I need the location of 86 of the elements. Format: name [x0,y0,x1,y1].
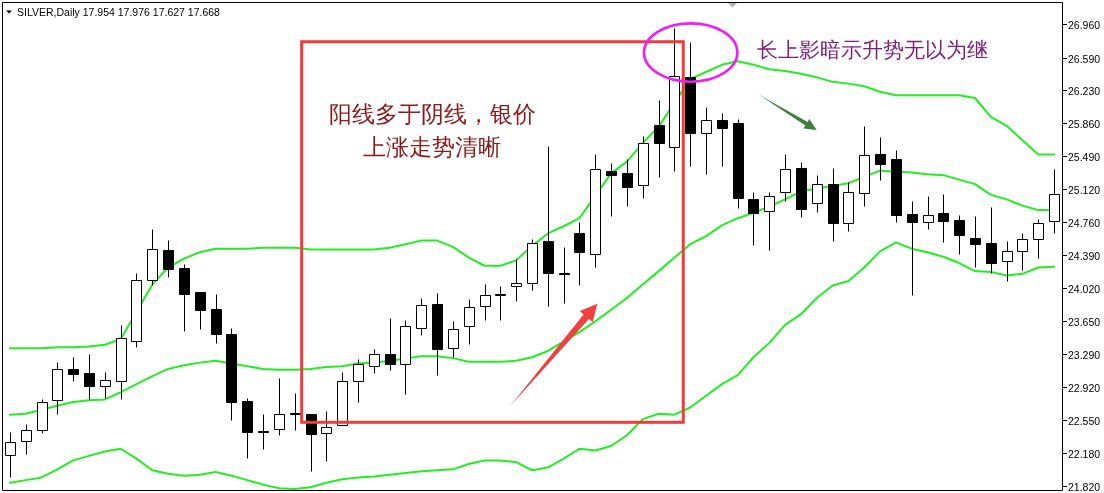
y-tick-label: 22.550 [1068,414,1101,427]
candlestick [179,264,190,332]
candlestick [843,182,854,232]
candlestick [242,398,253,459]
candlestick [353,359,364,403]
y-tick-label: 22.920 [1068,381,1101,394]
candlestick [828,168,839,242]
candlestick [84,354,95,400]
candlestick [891,150,902,223]
y-tick-label: 24.390 [1068,249,1101,262]
candlestick [385,318,396,371]
candlestick [764,192,775,251]
candlestick [622,159,633,207]
candlestick [527,239,538,291]
chart-title: SILVER,Daily 17.954 17.976 17.627 17.668 [17,6,221,18]
candlestick [748,192,759,246]
candlestick [669,28,680,172]
y-tick-label: 26.230 [1068,84,1101,97]
candlestick [337,372,348,426]
candlestick [1017,233,1028,271]
candlestick [938,194,949,243]
candlestick [464,299,475,345]
candlestick [163,240,174,278]
candlestick [859,126,870,207]
candlestick [717,113,728,167]
candlestick [131,273,142,348]
candlestick [574,222,585,286]
y-tick-label: 23.290 [1068,348,1101,361]
candlestick [226,328,237,421]
candlestick [923,196,934,230]
candlestick [400,320,411,395]
y-tick-label: 24.760 [1068,216,1101,229]
candlestick [1049,169,1060,234]
candlestick [780,154,791,202]
candlestick [559,247,570,304]
candlestick [290,393,301,431]
candlestick [812,175,823,213]
candlestick [606,163,617,217]
candlestick [100,372,111,399]
candlestick [1033,219,1044,259]
line-series [8,60,1056,350]
candlestick [1002,241,1013,282]
candlestick [369,349,380,374]
candlestick [907,201,918,296]
candlestick [495,286,506,321]
y-tick-label: 25.860 [1068,117,1101,130]
candlestick [733,119,744,209]
candlestick [448,321,459,358]
candlestick [195,292,206,330]
candlestick [701,107,712,175]
candlestick [258,414,269,450]
candlestick [416,298,427,336]
candlestick [954,215,965,255]
y-tick-label: 26.590 [1068,52,1101,65]
y-tick-label: 22.180 [1068,447,1101,460]
y-tick-label: 25.120 [1068,183,1101,196]
candlestick [68,357,79,382]
candlestick [21,424,32,455]
annotation: 阳线多于阴线，银价上涨走势清晰 [327,100,537,163]
candlestick [321,411,332,462]
y-tick-label: 21.820 [1068,480,1101,493]
candlestick [970,216,981,268]
candlestick [685,42,696,167]
candlestick [432,293,443,376]
y-tick-label: 23.650 [1068,315,1101,328]
candlestick [480,284,491,321]
candlestick [147,229,158,286]
candlestick [796,162,807,218]
y-tick-label: 26.960 [1068,18,1101,31]
line-series [8,241,1056,491]
candlestick [875,137,886,181]
candlestick [37,399,48,434]
candlestick [5,432,16,478]
y-tick-label: 24.020 [1068,282,1101,295]
y-tick-label: 25.490 [1068,150,1101,163]
candlestick [52,362,63,415]
candlestick [211,294,222,344]
candlestick [590,154,601,268]
candlestick [654,100,665,178]
annotation: 长上影暗示升势无以为继 [757,38,989,63]
candlestick [116,325,127,400]
candlestick [543,146,554,307]
candlestick [274,378,285,436]
candlestick [986,207,997,274]
candlestick [511,259,522,302]
candlestick [638,136,649,199]
